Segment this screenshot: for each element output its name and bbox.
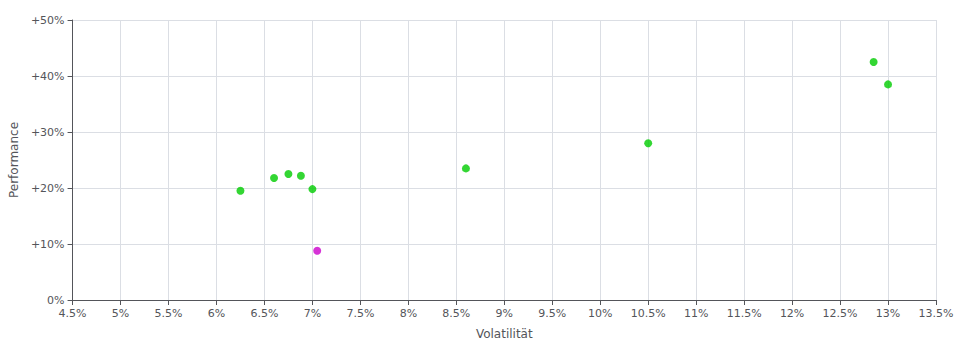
svg-text:Performance: Performance bbox=[7, 122, 21, 198]
svg-text:0%: 0% bbox=[47, 294, 64, 307]
svg-text:8.5%: 8.5% bbox=[442, 307, 470, 320]
svg-text:9.5%: 9.5% bbox=[538, 307, 566, 320]
svg-text:5%: 5% bbox=[112, 307, 129, 320]
svg-text:9%: 9% bbox=[496, 307, 513, 320]
svg-text:+50%: +50% bbox=[31, 14, 65, 27]
svg-text:13.5%: 13.5% bbox=[919, 307, 954, 320]
svg-text:5.5%: 5.5% bbox=[155, 307, 183, 320]
svg-text:8%: 8% bbox=[400, 307, 417, 320]
svg-text:13%: 13% bbox=[876, 307, 900, 320]
svg-text:11.5%: 11.5% bbox=[727, 307, 762, 320]
svg-text:+40%: +40% bbox=[31, 70, 65, 83]
svg-text:10%: 10% bbox=[588, 307, 612, 320]
svg-text:12.5%: 12.5% bbox=[823, 307, 858, 320]
svg-text:Volatilität: Volatilität bbox=[476, 327, 533, 341]
svg-text:6%: 6% bbox=[208, 307, 225, 320]
svg-text:+30%: +30% bbox=[31, 126, 65, 139]
svg-text:+20%: +20% bbox=[31, 182, 65, 195]
svg-text:7%: 7% bbox=[304, 307, 321, 320]
svg-text:6.5%: 6.5% bbox=[250, 307, 278, 320]
svg-text:11%: 11% bbox=[684, 307, 708, 320]
svg-text:12%: 12% bbox=[780, 307, 804, 320]
svg-text:4.5%: 4.5% bbox=[59, 307, 87, 320]
svg-text:7.5%: 7.5% bbox=[346, 307, 374, 320]
svg-text:10.5%: 10.5% bbox=[631, 307, 666, 320]
svg-text:+10%: +10% bbox=[31, 238, 65, 251]
